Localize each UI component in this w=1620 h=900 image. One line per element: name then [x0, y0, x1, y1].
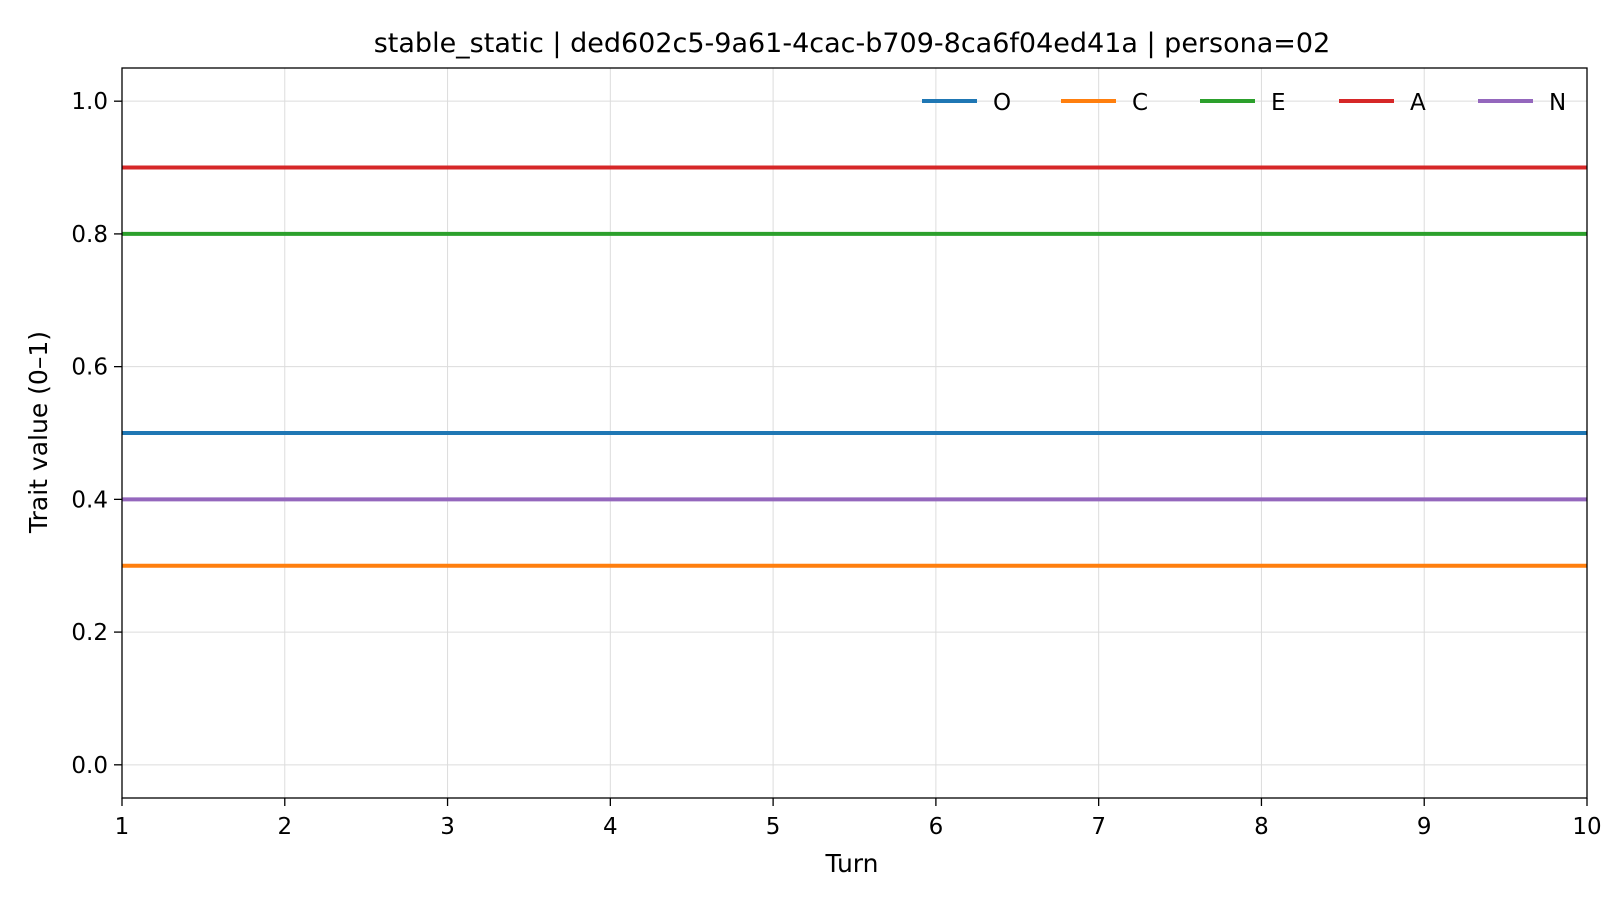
y-axis-label: Trait value (0–1)	[24, 331, 53, 534]
chart-title: stable_static | ded602c5-9a61-4cac-b709-…	[374, 28, 1331, 59]
y-tick-label: 0.2	[71, 620, 108, 646]
x-tick-label: 8	[1254, 814, 1269, 840]
x-tick-label: 6	[929, 814, 944, 840]
x-tick-label: 3	[440, 814, 455, 840]
y-tick-label: 0.0	[71, 753, 108, 779]
y-tick-label: 1.0	[71, 89, 108, 115]
series-lines	[122, 165, 1587, 568]
legend-label-n: N	[1549, 90, 1566, 116]
y-tick-label: 0.4	[71, 487, 108, 513]
x-tick-label: 5	[766, 814, 781, 840]
x-tick-label: 2	[277, 814, 292, 840]
y-tick-label: 0.8	[71, 222, 108, 248]
y-axis-ticks: 0.0 0.2 0.4 0.6 0.8 1.0	[71, 89, 122, 779]
x-axis-label: Turn	[824, 849, 878, 878]
plot-frame	[121, 67, 1588, 799]
x-tick-label: 9	[1417, 814, 1432, 840]
x-tick-label: 1	[115, 814, 130, 840]
x-tick-label: 4	[603, 814, 618, 840]
x-axis-ticks: 1 2 3 4 5 6 7 8 9 10	[115, 798, 1602, 840]
legend-label-c: C	[1132, 90, 1148, 116]
x-tick-label: 7	[1091, 814, 1106, 840]
legend-label-o: O	[993, 90, 1011, 116]
y-tick-label: 0.6	[71, 355, 108, 381]
x-tick-label: 10	[1572, 814, 1601, 840]
legend-label-a: A	[1410, 90, 1426, 116]
legend-label-e: E	[1271, 90, 1286, 116]
